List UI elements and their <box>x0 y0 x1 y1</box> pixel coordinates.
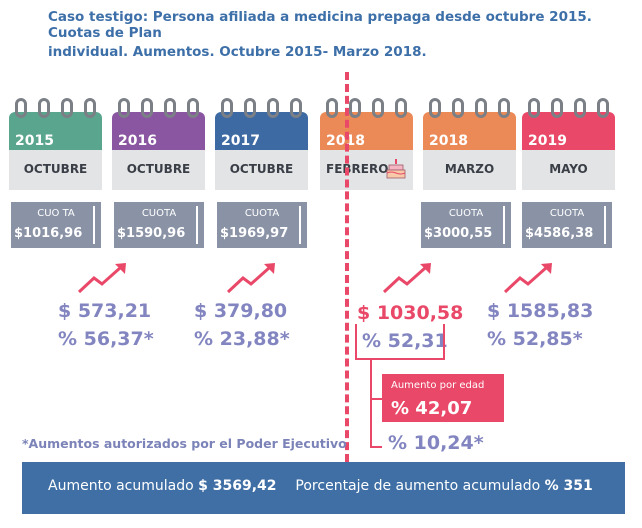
calendar-2017-octubre: 2017 OCTUBRE <box>215 98 308 190</box>
age-increase-value: % 42,07 <box>391 398 473 419</box>
increase-percent: % 56,37* <box>58 328 154 350</box>
increase-amount: $ 573,21 <box>58 300 152 322</box>
trend-up-arrow-icon <box>382 263 431 294</box>
calendar-year: 2017 <box>221 133 260 149</box>
cuota-box: CUOTA $3000,55 <box>421 202 511 248</box>
summary-bar: Aumento acumulado $ 3569,42 Porcentaje d… <box>22 462 625 514</box>
calendar-year: 2015 <box>15 133 54 149</box>
trend-up-arrow-icon <box>503 263 552 294</box>
binder-rings-icon <box>528 98 609 120</box>
cuota-label: CUOTA <box>549 208 585 219</box>
trend-up-arrow-icon <box>226 263 275 294</box>
calendar-year: 2019 <box>528 133 567 149</box>
calendar-body: MARZO <box>423 150 516 190</box>
binder-rings-icon <box>429 98 510 120</box>
cuota-amount: $1969,97 <box>220 226 289 241</box>
calendar-month: OCTUBRE <box>23 162 88 176</box>
cuota-label: CUOTA <box>141 208 177 219</box>
cuota-amount: $4586,38 <box>525 226 594 241</box>
calendar-month: MAYO <box>549 162 588 176</box>
summary-line: Aumento acumulado $ 3569,42 Porcentaje d… <box>48 478 593 494</box>
calendar-month: FEBRERO <box>326 162 389 176</box>
increase-percent: % 52,85* <box>487 328 583 350</box>
cuota-box: CUOTA $4586,38 <box>522 202 612 248</box>
extra-percent: % 10,24* <box>388 432 484 454</box>
accumulated-percent-value: % 351 <box>544 478 593 494</box>
cuota-amount: $1016,96 <box>14 226 83 241</box>
calendar-year: 2016 <box>118 133 157 149</box>
binder-rings-icon <box>221 98 302 120</box>
cuota-label: CUO TA <box>37 208 75 219</box>
calendar-month: MARZO <box>444 162 495 176</box>
binder-rings-icon <box>326 98 407 120</box>
percent-bracket <box>355 324 445 360</box>
calendar-2016-octubre: 2016 OCTUBRE <box>112 98 205 190</box>
cuota-label: CUOTA <box>244 208 280 219</box>
calendar-2015-octubre: 2015 OCTUBRE <box>9 98 102 190</box>
calendar-header: 2017 <box>215 112 308 150</box>
calendar-2019-mayo: 2019 MAYO <box>522 98 615 190</box>
binder-rings-icon <box>118 98 199 120</box>
connector-line <box>370 398 382 448</box>
increase-percent: % 23,88* <box>194 328 290 350</box>
calendar-body: MAYO <box>522 150 615 190</box>
cuota-amount: $3000,55 <box>424 226 493 241</box>
cuota-amount: $1590,96 <box>117 226 186 241</box>
age-increase-box: Aumento por edad % 42,07 <box>382 374 504 422</box>
calendar-body: OCTUBRE <box>112 150 205 190</box>
accumulated-label: Aumento acumulado <box>48 478 194 494</box>
accumulated-percent-label: Porcentaje de aumento acumulado <box>295 478 541 494</box>
cuota-label: CUOTA <box>448 208 484 219</box>
increase-percent: % 52,31 <box>362 330 448 352</box>
calendar-header: 2018 <box>423 112 516 150</box>
calendar-header: 2015 <box>9 112 102 150</box>
age-increase-label: Aumento por edad <box>391 380 485 391</box>
accumulated-value: $ 3569,42 <box>198 478 277 494</box>
cuota-box: CUOTA $1590,96 <box>114 202 204 248</box>
calendar-body: FEBRERO <box>320 150 413 190</box>
calendar-body: OCTUBRE <box>9 150 102 190</box>
title-line-2: individual. Aumentos. Octubre 2015- Marz… <box>48 44 427 60</box>
calendar-2018-febrero: 2018 FEBRERO <box>320 98 413 190</box>
calendar-year: 2018 <box>429 133 468 149</box>
increase-amount: $ 1585,83 <box>487 300 594 322</box>
cuota-box: CUOTA $1969,97 <box>217 202 307 248</box>
trend-up-arrow-icon <box>77 263 126 294</box>
connector-line <box>370 358 382 400</box>
dashed-divider <box>345 72 349 474</box>
title-line-1: Caso testigo: Persona afiliada a medicin… <box>48 9 592 41</box>
calendar-header: 2019 <box>522 112 615 150</box>
calendar-header: 2018 <box>320 112 413 150</box>
birthday-cake-icon <box>386 159 406 179</box>
cuota-box: CUO TA $1016,96 <box>11 202 101 248</box>
binder-rings-icon <box>15 98 96 120</box>
increase-amount: $ 379,80 <box>194 300 288 322</box>
increase-amount: $ 1030,58 <box>357 302 464 324</box>
footnote: *Aumentos autorizados por el Poder Ejecu… <box>22 436 347 451</box>
calendar-header: 2016 <box>112 112 205 150</box>
calendar-body: OCTUBRE <box>215 150 308 190</box>
calendar-month: OCTUBRE <box>126 162 191 176</box>
calendar-2018-marzo: 2018 MARZO <box>423 98 516 190</box>
calendar-month: OCTUBRE <box>229 162 294 176</box>
